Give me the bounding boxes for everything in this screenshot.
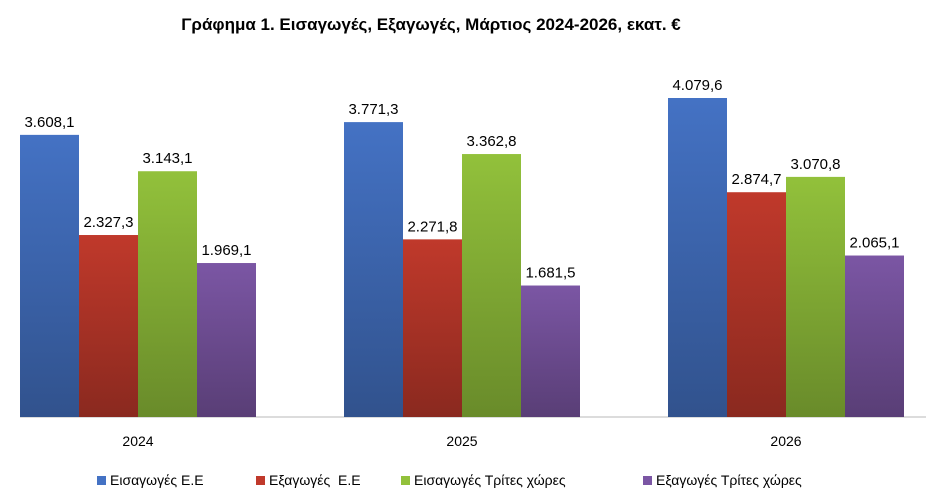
x-tick-label-2026: 2026 — [770, 433, 801, 449]
bar-2026-series-4 — [845, 255, 904, 417]
legend-swatch-series-4 — [643, 476, 652, 485]
data-label-2024-series-3: 3.143,1 — [142, 150, 192, 167]
data-label-2024-series-4: 1.969,1 — [201, 242, 251, 259]
data-label-2025-series-1: 3.771,3 — [348, 101, 398, 118]
chart-title: Γράφημα 1. Εισαγωγές, Εξαγωγές, Μάρτιος … — [181, 15, 681, 34]
bar-2025-series-3 — [462, 154, 521, 417]
bar-2026-series-3 — [786, 176, 845, 417]
bar-2025-series-4 — [521, 285, 580, 417]
data-label-2026-series-1: 4.079,6 — [672, 77, 722, 94]
bar-2024-series-3 — [138, 171, 197, 417]
legend-swatch-series-2 — [256, 476, 265, 485]
x-tick-label-2025: 2025 — [446, 433, 477, 449]
legend-label-series-4: Εξαγωγές Τρίτες χώρες — [656, 472, 802, 488]
legend-label-series-2: Εξαγωγές Ε.Ε — [269, 472, 361, 488]
data-label-2025-series-2: 2.271,8 — [407, 218, 457, 235]
legend-swatch-series-3 — [401, 476, 410, 485]
bar-2024-series-2 — [79, 235, 138, 417]
legend-label-series-1: Εισαγωγές Ε.Ε — [110, 472, 204, 488]
bar-2024-series-4 — [197, 263, 256, 417]
bar-2026-series-1 — [668, 98, 727, 417]
data-label-2024-series-2: 2.327,3 — [83, 214, 133, 231]
data-label-2026-series-2: 2.874,7 — [731, 171, 781, 188]
data-label-2024-series-1: 3.608,1 — [24, 114, 74, 131]
data-label-2026-series-4: 2.065,1 — [849, 235, 899, 252]
data-label-2026-series-3: 3.070,8 — [790, 156, 840, 173]
data-label-2025-series-4: 1.681,5 — [525, 265, 575, 282]
bar-2025-series-2 — [403, 239, 462, 417]
legend-swatch-series-1 — [97, 476, 106, 485]
legend-label-series-3: Εισαγωγές Τρίτες χώρες — [414, 472, 566, 488]
data-label-2025-series-3: 3.362,8 — [466, 133, 516, 150]
x-tick-label-2024: 2024 — [122, 433, 153, 449]
bar-2026-series-2 — [727, 192, 786, 417]
bar-2024-series-1 — [20, 134, 79, 417]
bar-2025-series-1 — [344, 122, 403, 418]
